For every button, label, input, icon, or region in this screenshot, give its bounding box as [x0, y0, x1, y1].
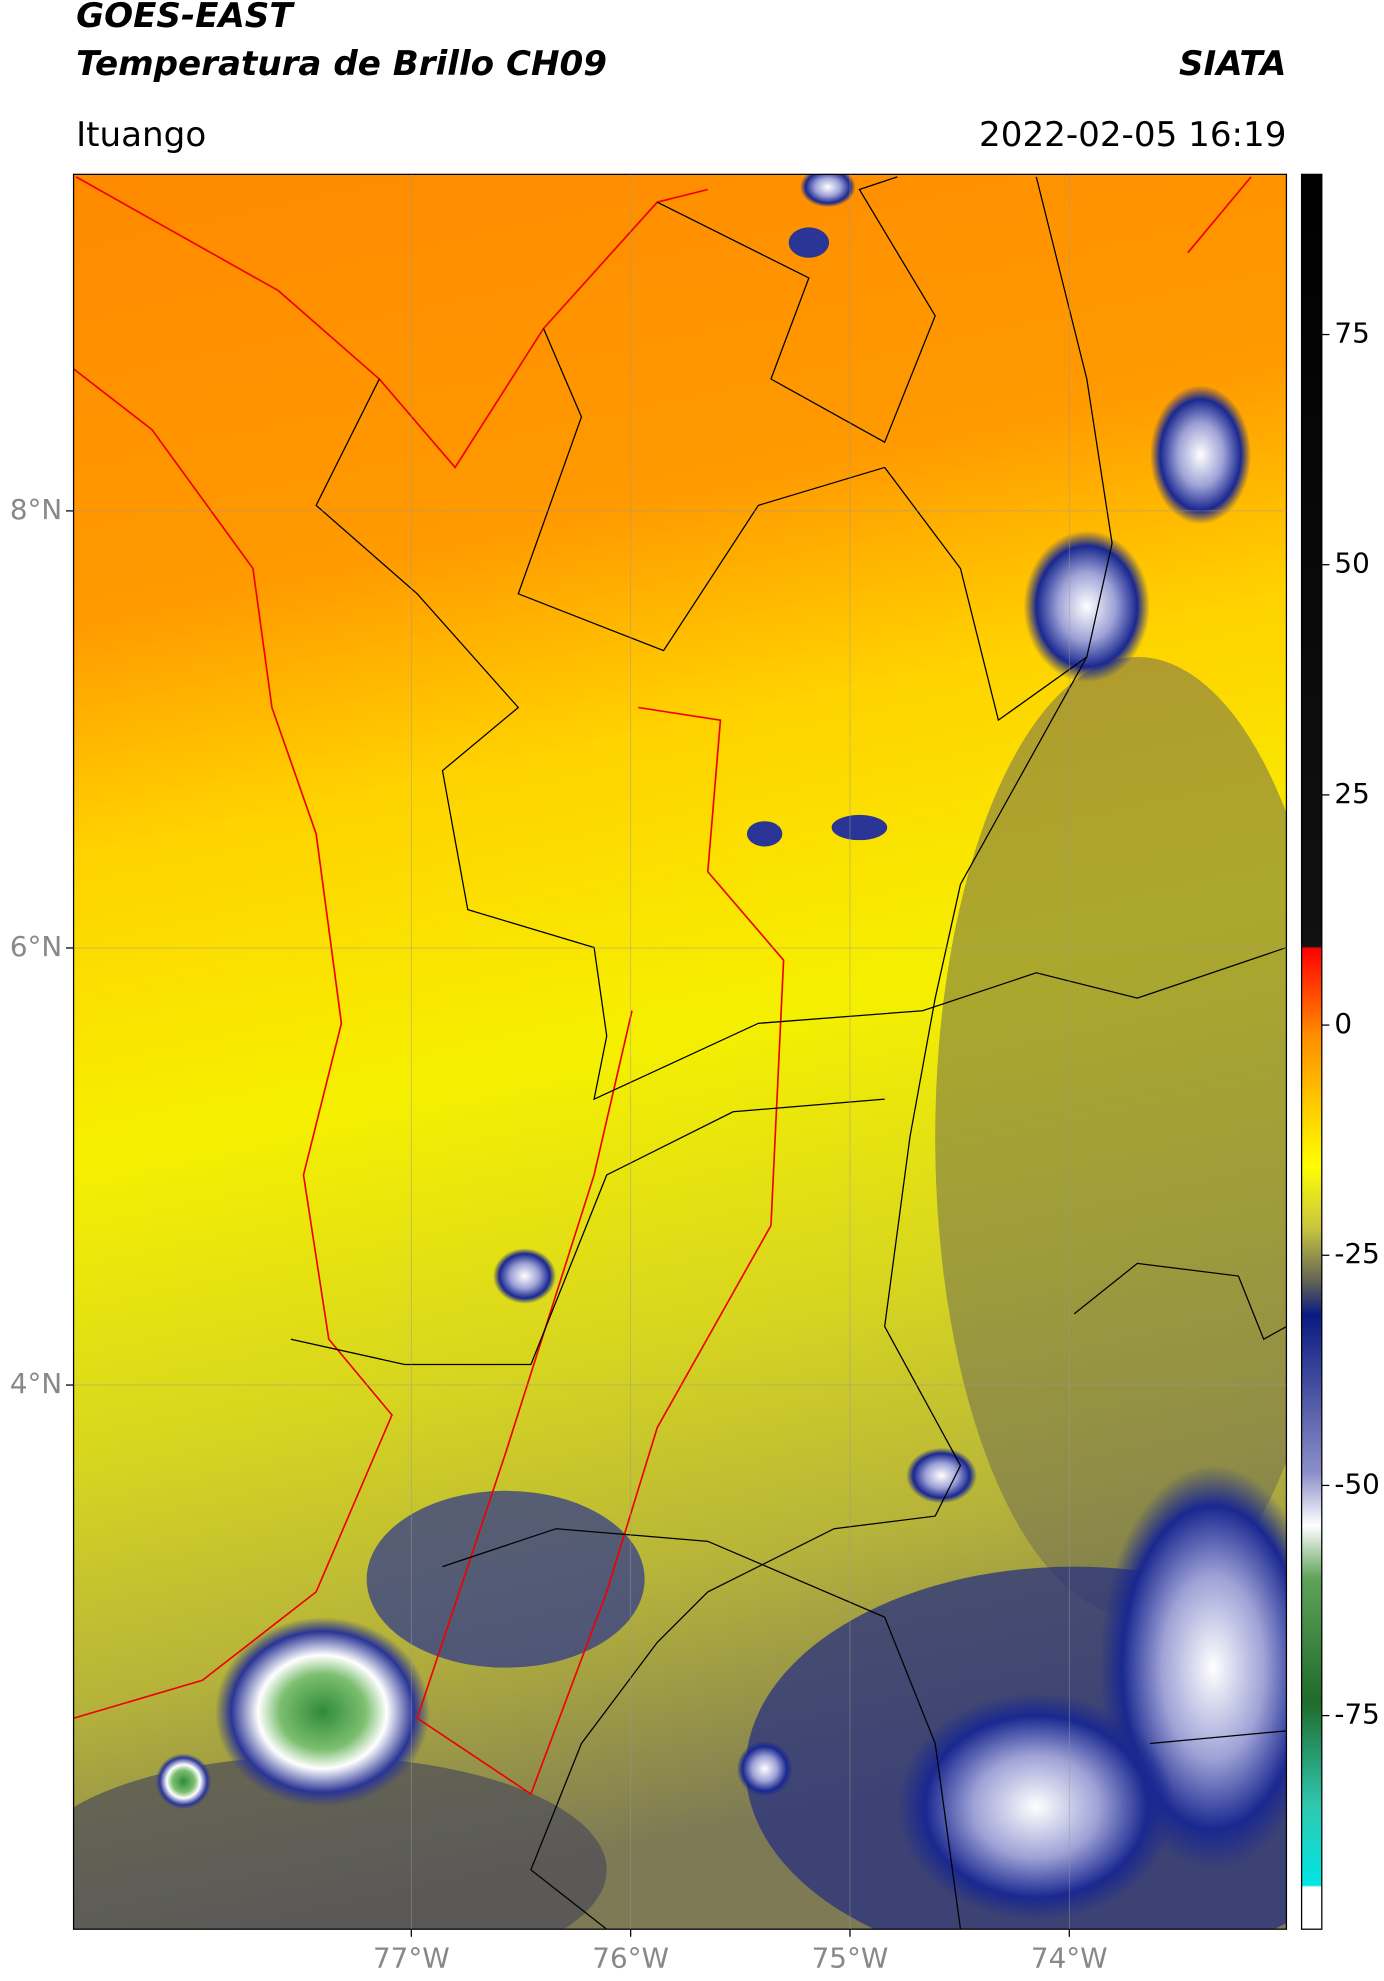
colorbar-tick-label: 75 [1334, 317, 1369, 350]
colorbar-tick-label: 50 [1334, 547, 1369, 580]
map-frame [72, 173, 1288, 1930]
colorbar [1300, 173, 1323, 1930]
y-tick-label: 6°N [10, 930, 62, 963]
colorbar-tick-label: 0 [1334, 1007, 1352, 1040]
x-tick-label: 74°W [1031, 1942, 1108, 1975]
colorbar-tick-label: 25 [1334, 777, 1369, 810]
timestamp: 2022-02-05 16:19 [979, 115, 1286, 155]
x-tick-label: 75°W [812, 1942, 889, 1975]
x-tick-label: 77°W [373, 1942, 450, 1975]
region: Ituango [76, 115, 206, 155]
title: GOES-EAST [76, 0, 295, 36]
map-imagery [73, 174, 1287, 1930]
y-tick-label: 4°N [10, 1367, 62, 1400]
colorbar-tick-label: -75 [1334, 1698, 1379, 1731]
brand: SIATA [1179, 44, 1286, 84]
subtitle: Temperatura de Brillo CH09 [76, 44, 607, 84]
y-tick-label: 8°N [10, 493, 62, 526]
colorbar-tick-label: -50 [1334, 1467, 1379, 1500]
colorbar-tick-label: -25 [1334, 1237, 1379, 1270]
x-tick-label: 76°W [592, 1942, 669, 1975]
